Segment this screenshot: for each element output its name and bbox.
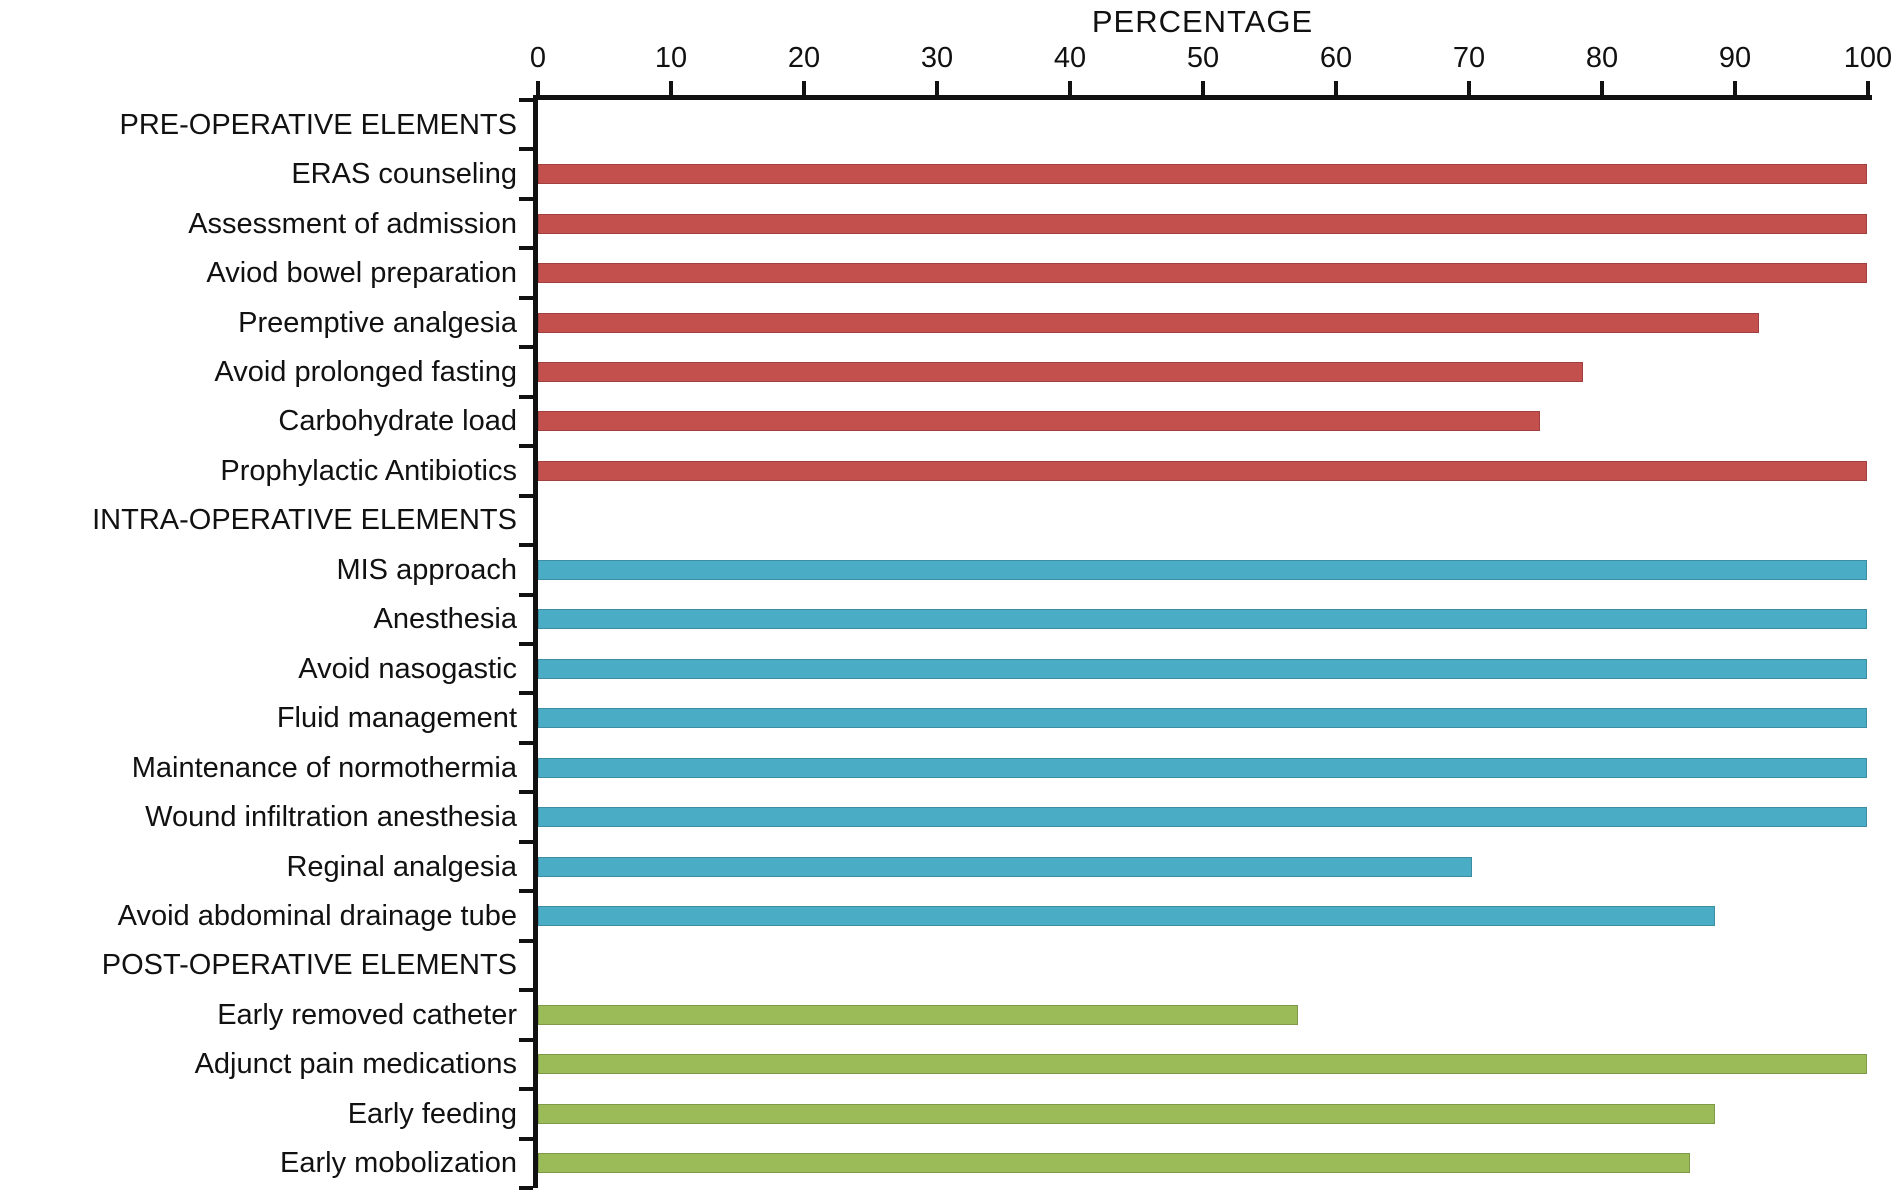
y-tick-mark — [519, 1087, 533, 1092]
y-tick-mark — [519, 493, 533, 498]
bar — [538, 1103, 1716, 1124]
category-label: Wound infiltration anesthesia — [145, 801, 517, 834]
y-tick-mark — [519, 740, 533, 745]
x-tick-mark — [802, 81, 806, 95]
y-tick-mark — [519, 394, 533, 399]
y-tick-mark — [519, 98, 533, 102]
y-tick-mark — [519, 196, 533, 201]
bar — [538, 708, 1867, 729]
bar — [538, 658, 1867, 679]
x-tick-label: 20 — [787, 42, 821, 74]
y-tick-mark — [519, 1136, 533, 1141]
bar — [538, 757, 1867, 778]
category-label: Fluid management — [276, 702, 517, 735]
y-tick-mark — [519, 147, 533, 152]
bar — [538, 411, 1541, 432]
x-tick-label: 90 — [1718, 42, 1752, 74]
x-tick-label: 0 — [529, 42, 547, 74]
chart-title: PERCENTAGE — [1091, 4, 1314, 39]
category-label: Prophylactic Antibiotics — [220, 454, 517, 487]
category-label: Adjunct pain medications — [194, 1048, 517, 1081]
bar — [538, 213, 1867, 234]
bar — [538, 807, 1867, 828]
plot-area — [533, 95, 1872, 1188]
y-tick-mark — [519, 1186, 533, 1190]
category-label: Avoid prolonged fasting — [214, 356, 517, 388]
y-tick-mark — [519, 988, 533, 993]
x-tick-mark — [1733, 81, 1737, 95]
bar — [538, 609, 1867, 630]
x-tick-label: 100 — [1843, 42, 1893, 74]
bar — [538, 856, 1473, 877]
y-tick-mark — [519, 444, 533, 449]
category-label: ERAS counseling — [291, 158, 517, 191]
x-tick-mark — [1068, 81, 1072, 95]
y-tick-mark — [519, 642, 533, 646]
bar — [538, 1004, 1299, 1025]
x-tick-mark — [536, 81, 540, 95]
bar — [538, 263, 1867, 284]
y-tick-mark — [519, 345, 533, 350]
category-label: Early mobolization — [280, 1147, 517, 1180]
bar — [538, 906, 1716, 926]
x-tick-mark — [1866, 81, 1870, 95]
y-tick-mark — [519, 246, 533, 251]
category-label: Aviod bowel preparation — [206, 257, 517, 290]
x-tick-mark — [1201, 81, 1205, 95]
x-tick-label: 60 — [1319, 42, 1353, 74]
y-tick-mark — [519, 1037, 533, 1042]
category-label: Maintenance of normothermia — [131, 751, 517, 784]
category-label: Assessment of admission — [188, 207, 517, 240]
category-label: Carbohydrate load — [278, 405, 517, 438]
bar — [538, 164, 1867, 185]
category-label: Preemptive analgesia — [238, 306, 517, 339]
y-tick-mark — [519, 889, 533, 894]
bar — [538, 460, 1867, 481]
x-tick-label: 10 — [654, 42, 688, 74]
category-label: Reginal analgesia — [286, 850, 517, 883]
bar — [538, 559, 1867, 580]
y-tick-mark — [519, 839, 533, 844]
y-tick-mark — [519, 938, 533, 943]
category-label: Avoid abdominal drainage tube — [117, 900, 517, 932]
x-tick-mark — [1600, 81, 1604, 95]
y-tick-mark — [519, 790, 533, 795]
x-tick-label: 80 — [1585, 42, 1619, 74]
x-tick-mark — [669, 81, 673, 95]
section-header-label: INTRA-OPERATIVE ELEMENTS — [92, 504, 517, 537]
x-tick-label: 30 — [920, 42, 954, 74]
category-label: Anesthesia — [373, 603, 518, 636]
category-label: Early removed catheter — [217, 998, 517, 1031]
x-tick-label: 40 — [1053, 42, 1087, 74]
y-tick-mark — [519, 592, 533, 597]
x-tick-label: 50 — [1186, 42, 1220, 74]
bar — [538, 362, 1583, 382]
x-tick-mark — [935, 81, 939, 95]
x-tick-label: 70 — [1452, 42, 1486, 74]
category-label: Avoid nasogastic — [298, 652, 517, 685]
x-tick-mark — [1467, 81, 1471, 95]
y-tick-mark — [519, 295, 533, 300]
bar — [538, 312, 1760, 333]
section-header-label: PRE-OPERATIVE ELEMENTS — [119, 108, 518, 141]
bar — [538, 1153, 1691, 1174]
x-tick-mark — [1334, 81, 1338, 95]
bar — [538, 1054, 1867, 1075]
section-header-label: POST-OPERATIVE ELEMENTS — [101, 949, 517, 982]
y-tick-mark — [519, 543, 533, 548]
y-tick-mark — [519, 691, 533, 696]
category-label: Early feeding — [347, 1097, 517, 1130]
category-label: MIS approach — [336, 553, 517, 586]
